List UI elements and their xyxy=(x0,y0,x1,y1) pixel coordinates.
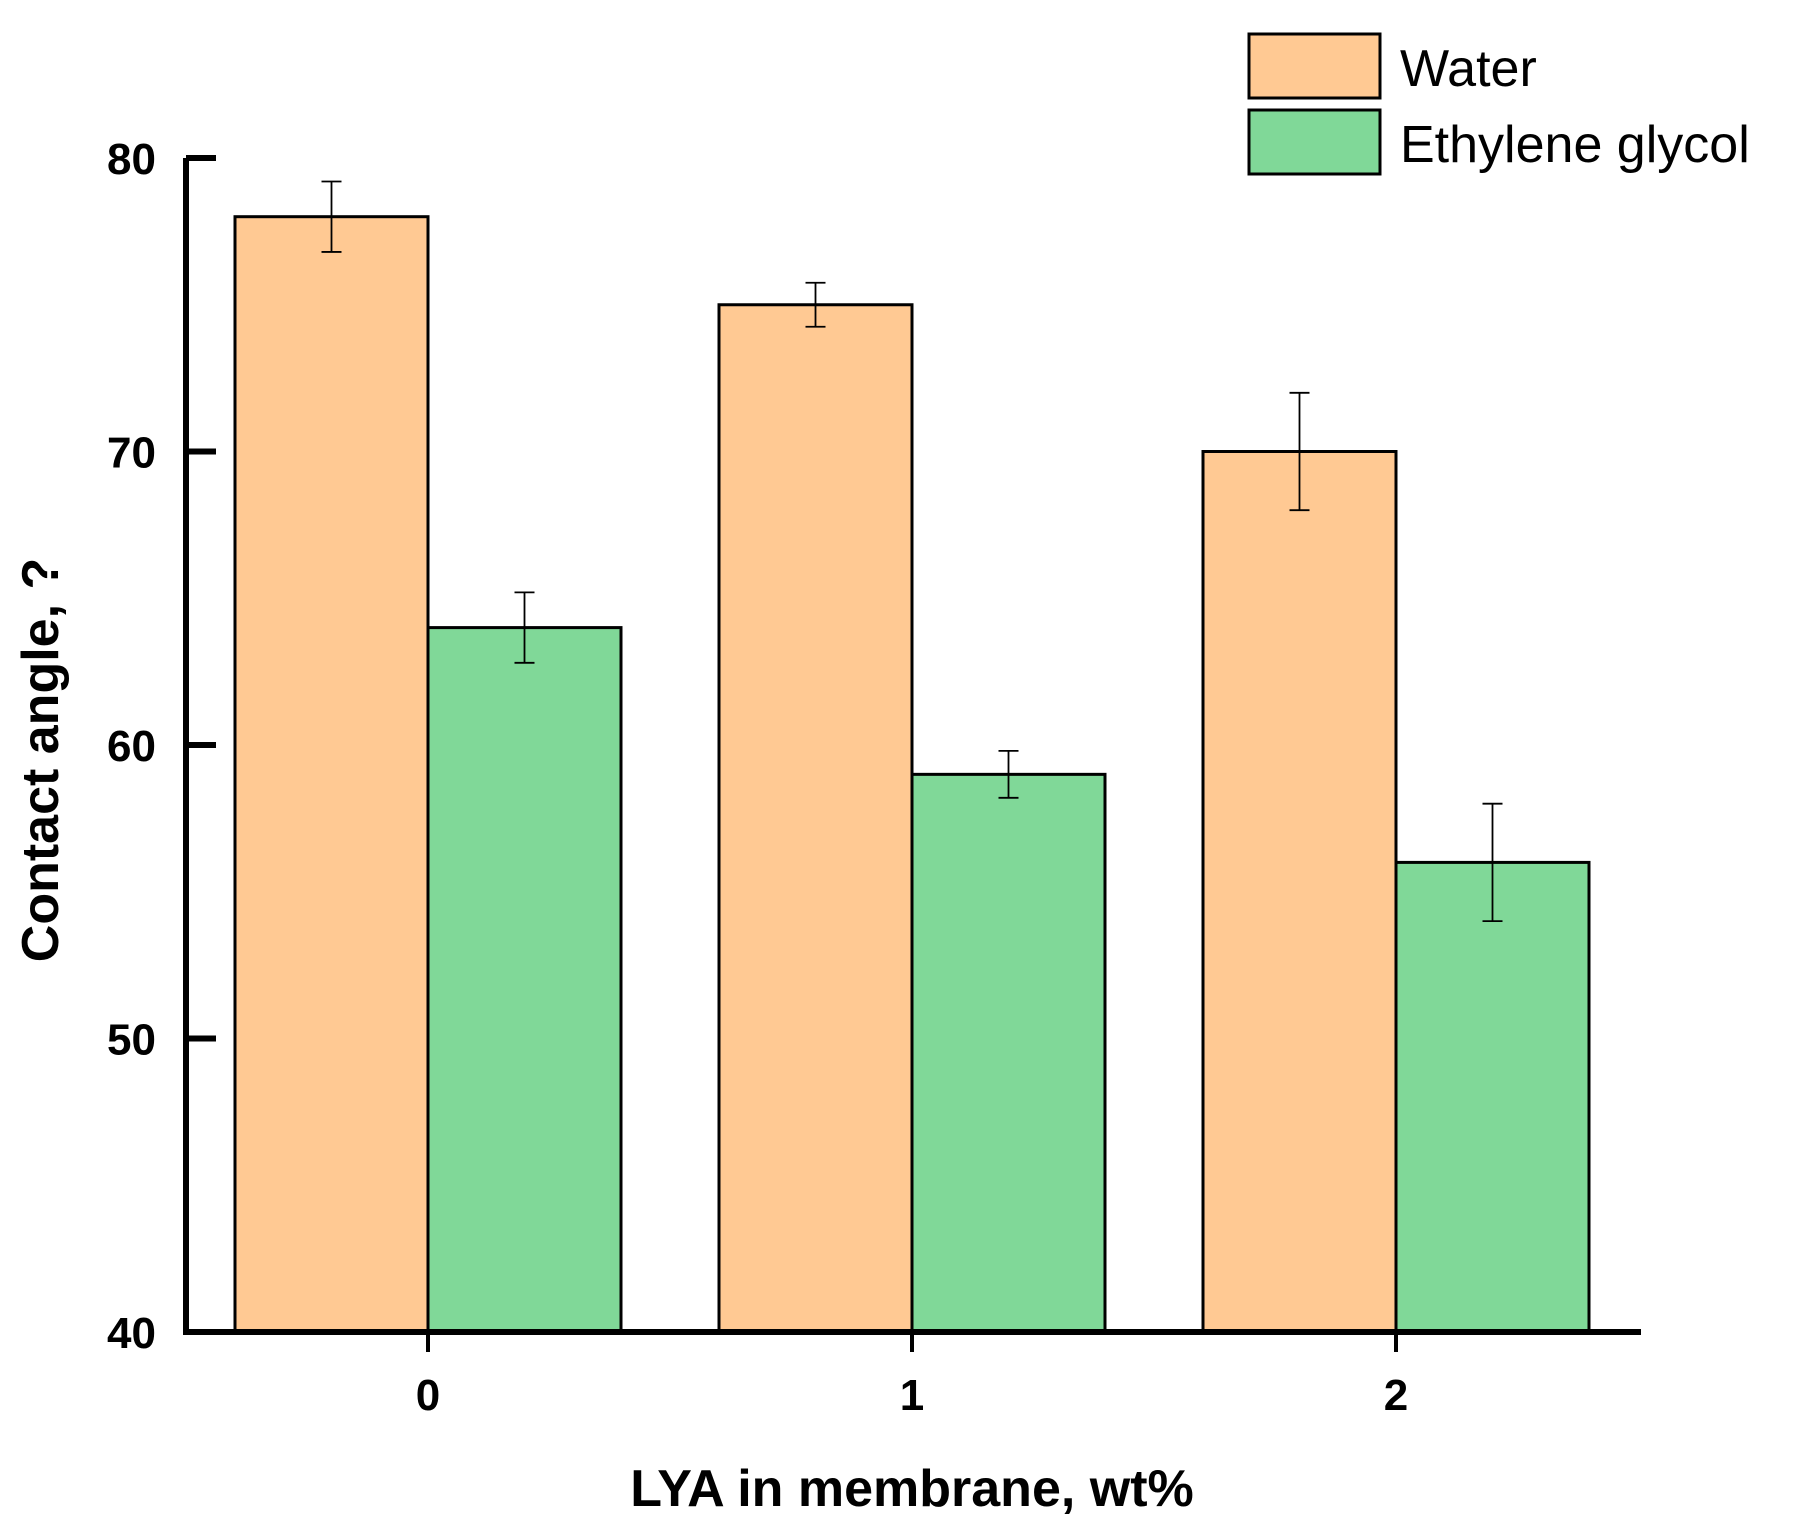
legend-swatch-ethylene-glycol xyxy=(1247,108,1382,176)
legend-label-ethylene-glycol: Ethylene glycol xyxy=(1400,116,1750,174)
y-tick-label-60: 60 xyxy=(107,722,156,771)
bars-layer xyxy=(233,215,1591,1334)
y-tick-label-70: 70 xyxy=(107,429,156,478)
y-tick-label-80: 80 xyxy=(107,135,156,184)
legend-label-water: Water xyxy=(1400,40,1537,98)
y-axis-title: Contact angle, ? xyxy=(12,558,70,962)
bar-ethylene-glycol-0 xyxy=(426,626,623,1334)
legend: Water Ethylene glycol xyxy=(1247,32,1750,176)
bar-ethylene-glycol-2 xyxy=(1394,860,1591,1334)
y-ticks: 40 50 60 70 80 xyxy=(107,135,216,1358)
x-ticks: 0 1 2 xyxy=(416,1332,1408,1420)
x-tick-label-2: 2 xyxy=(1384,1371,1408,1420)
bar-water-0 xyxy=(233,215,430,1334)
y-tick-label-40: 40 xyxy=(107,1309,156,1358)
x-tick-label-0: 0 xyxy=(416,1371,440,1420)
legend-swatch-water xyxy=(1247,32,1382,100)
y-tick-label-50: 50 xyxy=(107,1016,156,1065)
bar-ethylene-glycol-1 xyxy=(910,772,1107,1334)
bar-water-2 xyxy=(1201,450,1398,1334)
x-tick-label-1: 1 xyxy=(900,1371,924,1420)
bar-water-1 xyxy=(717,303,914,1334)
x-axis-title: LYA in membrane, wt% xyxy=(630,1460,1194,1518)
error-bars-layer xyxy=(321,180,1503,922)
